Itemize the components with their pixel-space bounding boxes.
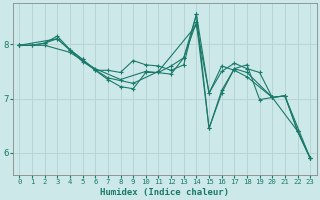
X-axis label: Humidex (Indice chaleur): Humidex (Indice chaleur) [100, 188, 229, 197]
